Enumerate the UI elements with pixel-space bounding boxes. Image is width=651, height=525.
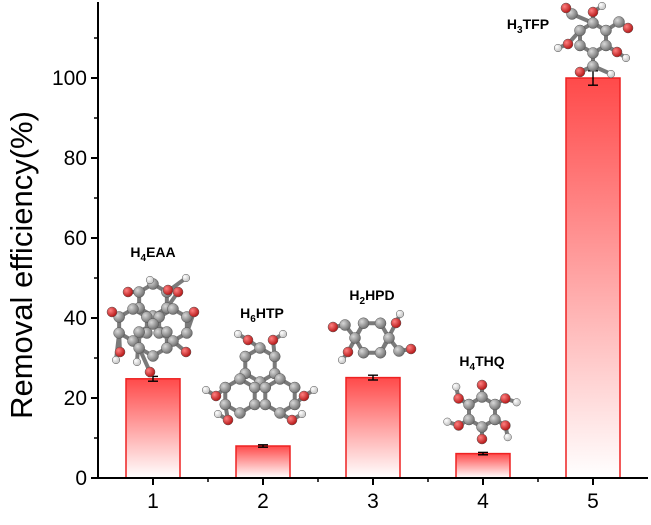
y-axis-label: Removal efficiency(%) [4,111,39,419]
molecule-h4eaa [106,273,200,378]
x-tick-label: 5 [587,490,599,513]
error-bar-3 [368,374,378,381]
y-tick-label: 80 [64,147,87,170]
x-tick-label: 1 [147,490,159,513]
molecule-label-4: H4THQ [459,353,504,373]
bar-4 [455,452,511,479]
y-tick-label: 0 [75,467,87,490]
error-bar-2 [258,444,268,448]
molecule-label-5: H3TFP [507,16,549,36]
error-bar-4 [478,451,488,456]
x-ticks: 1 2 3 4 5 [147,478,599,513]
bar-1 [125,378,181,479]
y-tick-label: 100 [52,67,87,90]
bar-3 [345,376,401,479]
x-tick-label: 4 [477,490,489,513]
y-tick-label: 40 [64,307,87,330]
molecule-label-2: H6HTP [240,305,284,325]
molecule-h6htp [201,329,319,426]
y-tick-label: 20 [64,387,87,410]
y-tick-label: 60 [64,227,87,250]
x-tick-label: 3 [367,490,379,513]
bars-layer [125,77,621,479]
molecule-label-1: H4EAA [130,244,175,264]
molecule-h4thq [443,379,521,445]
molecule-h2hpd [327,309,417,365]
x-tick-label: 2 [257,490,269,513]
bar-5 [565,77,621,479]
y-ticks: 0 20 40 60 80 100 [52,37,98,490]
molecule-structures-layer [106,1,634,445]
molecule-labels-layer: H4EAA H6HTP H2HPD H4THQ H3TFP [130,16,549,373]
molecule-label-3: H2HPD [349,287,394,307]
molecule-h3tfp [553,1,634,79]
bar-2 [235,445,291,479]
